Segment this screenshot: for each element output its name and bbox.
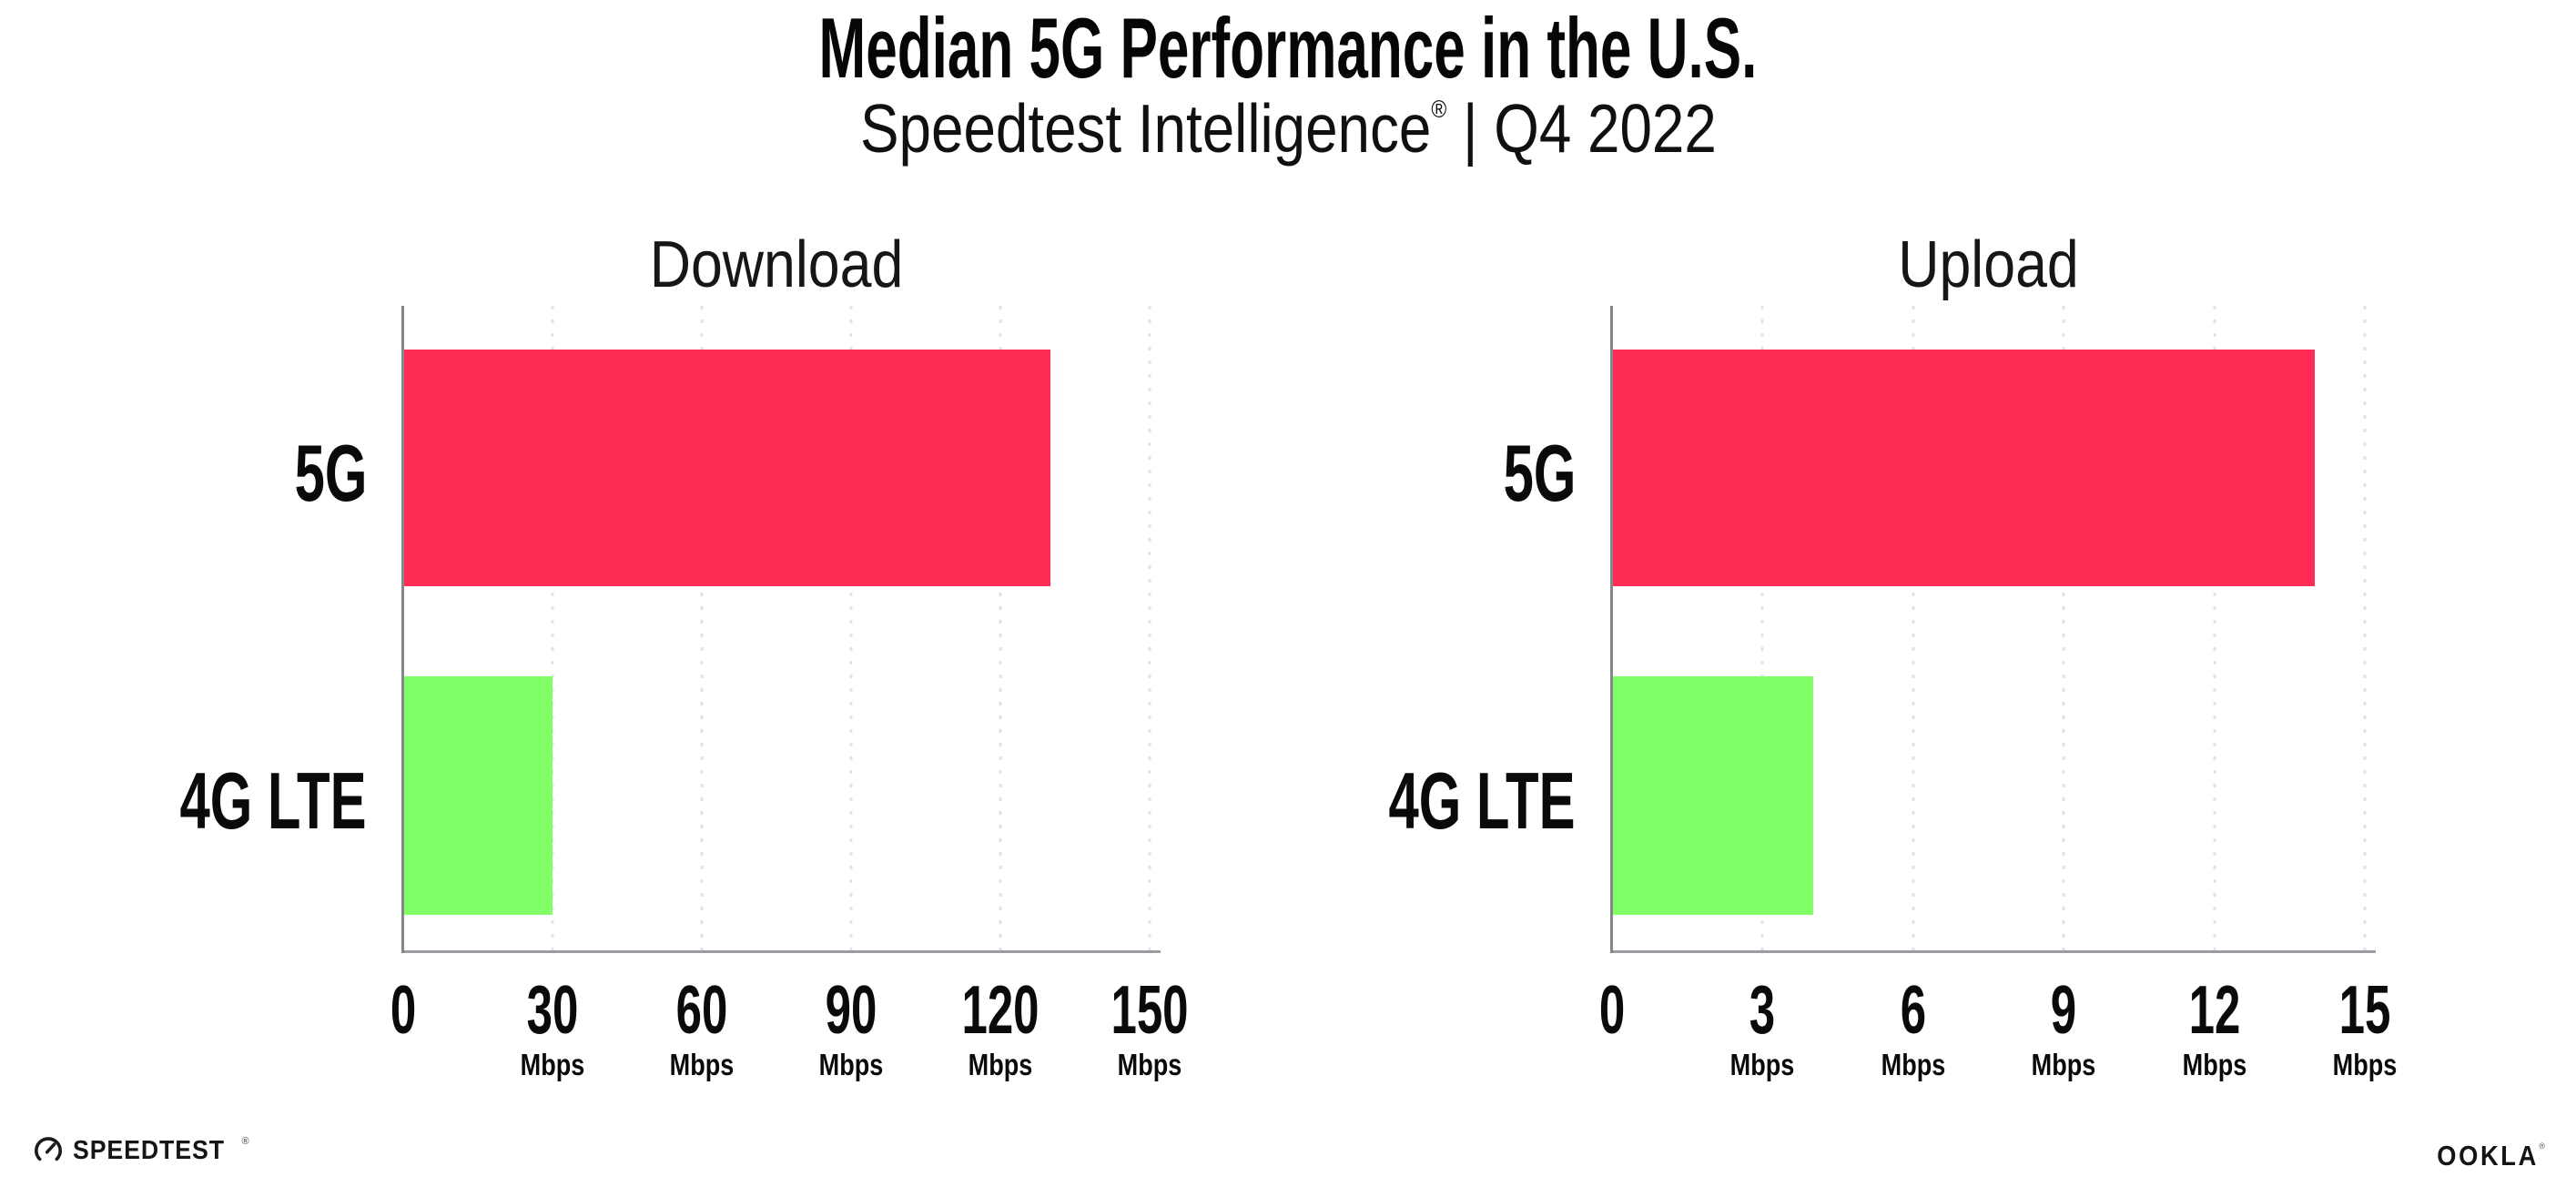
x-tick-12: 12 Mbps [2175, 976, 2254, 1082]
x-tick-120: 120 Mbps [943, 976, 1057, 1082]
gridline-3 [1760, 306, 1764, 958]
speedtest-logo-text: SPEEDTEST [73, 1135, 225, 1165]
gridline-150 [1148, 306, 1151, 958]
x-tick-value: 30 [526, 971, 579, 1048]
x-tick-30: 30 Mbps [513, 976, 592, 1082]
x-tick-unit: Mbps [1730, 1048, 1795, 1081]
x-tick-value: 60 [675, 971, 728, 1048]
x-tick-unit: Mbps [1117, 1048, 1182, 1081]
x-tick-unit: Mbps [2182, 1048, 2246, 1081]
x-tick-value: 3 [1749, 971, 1776, 1048]
subtitle-period: | Q4 2022 [1445, 90, 1717, 167]
ookla-registered-mark: ® [2539, 1141, 2545, 1151]
gridline-6 [1912, 306, 1915, 958]
x-tick-unit: Mbps [520, 1048, 585, 1081]
gridline-15 [2363, 306, 2367, 958]
x-tick-unit: Mbps [1881, 1048, 1946, 1081]
ookla-logo: OOKLA ® [2423, 1141, 2545, 1170]
download-plot-area: 0 30 Mbps 60 Mbps 90 Mbps 120 Mbps 150 Mbps 5G 4G LT… [180, 306, 1189, 1081]
registered-mark: ® [1430, 96, 1446, 123]
download-chart: Download 0 30 Mbps 60 Mbps 90 Mbps 120 Mbps 150 Mb… [180, 228, 1189, 1081]
page-subtitle-text: Speedtest Intelligence® | Q4 2022 [860, 95, 1717, 163]
page-title: Median 5G Performance in the U.S. [0, 5, 2576, 91]
x-tick-unit: Mbps [2332, 1048, 2398, 1081]
x-tick-value: 12 [2188, 971, 2240, 1048]
x-tick-150: 150 Mbps [1092, 976, 1206, 1082]
speedtest-logo: SPEEDTEST ® [33, 1135, 249, 1166]
x-tick-6: 6 Mbps [1874, 976, 1952, 1082]
x-tick-60: 60 Mbps [663, 976, 741, 1082]
x-tick-value: 9 [2050, 971, 2077, 1048]
x-tick-value: 0 [1598, 971, 1626, 1048]
upload-plot-area: 0 3 Mbps 6 Mbps 9 Mbps 12 Mbps 15 Mbps 5G 4G LTE [1389, 306, 2397, 1081]
x-tick-value: 6 [1900, 971, 1926, 1048]
gridline-90 [849, 306, 853, 958]
x-tick-0: 0 [384, 976, 422, 1044]
x-tick-0: 0 [1593, 976, 1631, 1044]
x-tick-unit: Mbps [818, 1048, 884, 1081]
gridline-9 [2062, 306, 2065, 958]
gridline-30 [551, 306, 554, 958]
subtitle-brand: Speedtest Intelligence [859, 90, 1431, 167]
upload-chart: Upload 0 3 Mbps 6 Mbps 9 Mbps 12 Mbps 15 Mbps 5G 4G … [1389, 228, 2397, 1081]
x-tick-value: 150 [1111, 971, 1189, 1048]
ookla-logo-text: OOKLA [2437, 1140, 2540, 1172]
page-title-text: Median 5G Performance in the U.S. [818, 0, 1758, 96]
speedtest-registered-mark: ® [241, 1136, 249, 1147]
bar-5g-upload [1612, 350, 2315, 586]
x-tick-15: 15 Mbps [2326, 976, 2404, 1082]
bar-4g-lte-download [403, 676, 553, 915]
x-tick-value: 15 [2338, 971, 2391, 1048]
x-tick-value: 90 [825, 971, 877, 1048]
x-tick-unit: Mbps [669, 1048, 735, 1081]
upload-chart-title: Upload [1898, 228, 2079, 301]
x-tick-unit: Mbps [968, 1048, 1033, 1081]
x-tick-unit: Mbps [2031, 1048, 2096, 1081]
x-tick-3: 3 Mbps [1723, 976, 1801, 1082]
page-subtitle: Speedtest Intelligence® | Q4 2022 [0, 95, 2576, 163]
bar-5g-download [403, 350, 1050, 586]
x-tick-value: 120 [961, 971, 1040, 1048]
x-tick-9: 9 Mbps [2024, 976, 2103, 1082]
speedtest-gauge-icon [35, 1137, 62, 1161]
x-tick-value: 0 [390, 971, 417, 1048]
bar-4g-lte-upload [1612, 676, 1813, 915]
download-chart-title: Download [649, 228, 904, 301]
x-tick-90: 90 Mbps [812, 976, 890, 1082]
gridline-60 [700, 306, 704, 958]
gridline-12 [2213, 306, 2216, 958]
gridline-120 [999, 306, 1002, 958]
